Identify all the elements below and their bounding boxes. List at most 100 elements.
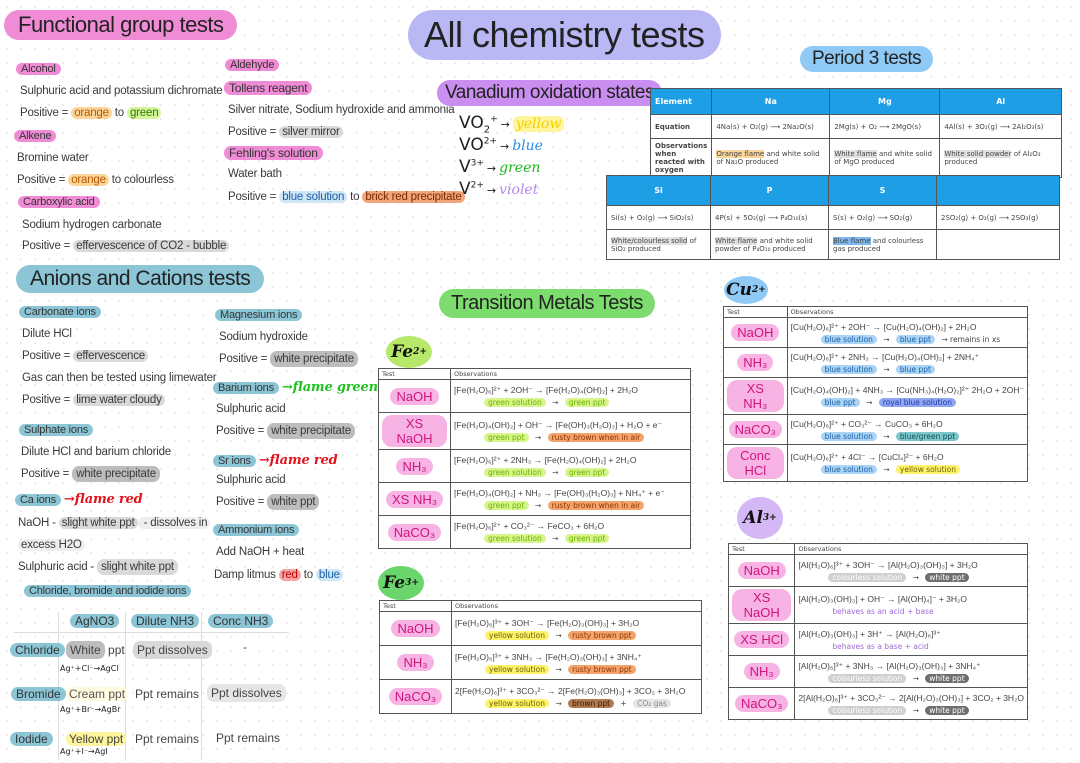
table-row: NH₃ [Fe(H₂O)₆]³⁺ + 3NH₃ → [Fe(H₂O)₃(OH)₃]… — [379, 645, 702, 680]
table-row: NH₃ [Al(H₂O)₆]³⁺ + 3NH₃ → [Al(H₂O)₃(OH)₃]… — [727, 655, 1028, 688]
test-reagent: XS NH₃ — [378, 482, 451, 516]
table-row: XS NaOH [Al(H₂O)₃(OH)₃] + OH⁻ → [Al(OH)₄]… — [727, 586, 1028, 624]
header-observations: Observations — [451, 600, 702, 612]
observation-text: blue solution → blue ppt — [791, 364, 1024, 374]
al3-badge: Al 3+ — [737, 497, 783, 539]
period3-table-1-header: Element Na Mg Al — [649, 88, 1062, 115]
row-iodide: Iodide — [10, 732, 53, 746]
fehlings-label: Fehling's solution — [224, 146, 323, 160]
calcium-flame: →flame red — [63, 492, 143, 507]
period3-title: Period 3 tests — [800, 46, 934, 72]
reaction-equation: [Al(H₂O)₃(OH)₃] + 3H⁺ → [Al(H₂O)₆]³⁺ — [798, 628, 941, 639]
table-row: NaOH [Al(H₂O)₆]³⁺ + 3OH⁻ → [Al(H₂O)₃(OH)₃… — [727, 554, 1028, 587]
table-header: Test Observations — [379, 600, 702, 612]
observation-text: yellow solution → brown ppt + CO₂ gas — [455, 698, 698, 708]
observation-cell: [Fe(H₂O)₆]²⁺ + CO₃²⁻ → FeCO₃ + 6H₂O green… — [450, 515, 691, 549]
halide-col-divider — [58, 612, 59, 760]
observation-text: colourless solution → white ppt — [798, 705, 1024, 715]
anions-cations-title: Anions and Cations tests — [16, 265, 265, 293]
alkene-positive: Positive = orange to colourless — [17, 174, 174, 186]
header-s: S — [828, 175, 937, 206]
equation-row: Equation 4Na(s) + O₂(g) ⟶ 2Na₂O(s) 2Mg(s… — [649, 114, 1062, 139]
reaction-equation: [Al(H₂O)₃(OH)₃] + OH⁻ → [Al(OH)₄]⁻ + 3H₂… — [798, 594, 967, 604]
header-si: Si — [606, 175, 711, 206]
ammonium-label: Ammonium ions — [213, 524, 300, 536]
carbonate-positive-2: Positive = lime water cloudy — [22, 394, 165, 406]
vanadium-state: V3+ → green — [459, 157, 540, 177]
test-reagent: NaCO₃ — [723, 414, 788, 445]
page-title: All chemistry tests — [408, 10, 721, 60]
reaction-equation: [Cu(H₂O)₆]²⁺ + 2OH⁻ → [Cu(H₂O)₄(OH)₂] + … — [790, 321, 977, 332]
reaction-equation: [Cu(H₂O)₄(OH)₂] + 4NH₃ → [Cu(NH₃)₄(H₂O)₂… — [790, 385, 1024, 395]
bromide-conc: Ppt dissolves — [207, 684, 286, 702]
tollens-positive: Positive = silver mirror — [228, 126, 343, 138]
observation-text: green ppt → rusty brown when in air — [454, 433, 687, 442]
carbonate-positive: Positive = effervescence — [22, 350, 148, 362]
vanadium-state: VO2+ → blue — [459, 135, 543, 155]
table-row: NaOH [Fe(H₂O)₆]²⁺ + 2OH⁻ → [Fe(H₂O)₄(OH)₂… — [378, 379, 691, 413]
strontium-flame: →flame red — [258, 453, 338, 468]
table-row: NaCO₃ [Fe(H₂O)₆]²⁺ + CO₃²⁻ → FeCO₃ + 6H₂O… — [378, 515, 691, 549]
tollens-label: Tollens reagent — [224, 81, 313, 95]
table-header: Test Observations — [723, 306, 1029, 318]
table-header: Test Observations — [378, 368, 691, 380]
test-reagent: NaOH — [378, 379, 451, 413]
header-al: Al — [939, 88, 1062, 115]
si-observation: White/colourless solid of SiO₂ produced — [606, 229, 711, 260]
alcohol-reagent: Sulphuric acid and potassium dichromate — [20, 85, 223, 97]
test-reagent: NaCO₃ — [727, 687, 796, 720]
carboxylic-label: Carboxylic acid — [18, 196, 100, 208]
row-bromide: Bromide — [11, 687, 66, 701]
ammonium-reagent: Add NaOH + heat — [216, 546, 305, 558]
cu2-table: Test Observations NaOH [Cu(H₂O)₆]²⁺ + 2OH⁻ … — [723, 306, 1029, 482]
test-reagent: NaOH — [379, 611, 452, 646]
test-reagent: Conc HCl — [723, 444, 788, 482]
table-row: NaOH [Fe(H₂O)₆]³⁺ + 3OH⁻ → [Fe(H₂O)₃(OH)₃… — [379, 611, 702, 646]
observation-text: blue solution → yellow solution — [791, 465, 1024, 474]
test-reagent: XS NH₃ — [723, 377, 788, 415]
observation-cell: [Fe(H₂O)₆]²⁺ + 2NH₃ → [Fe(H₂O)₄(OH)₂] + … — [450, 449, 691, 483]
chloride-equation: Ag⁺+Cl⁻→AgCl — [60, 664, 119, 673]
arrow-icon: → — [486, 184, 497, 197]
tollens-reagent: Silver nitrate, Sodium hydroxide and amm… — [228, 104, 455, 116]
test-reagent: NH₃ — [379, 645, 452, 680]
calcium-naoh-line2: excess H2O — [18, 539, 85, 551]
s-equation: S(s) + O₂(g) ⟶ SO₂(g) — [828, 205, 937, 230]
row-chloride: Chloride — [10, 643, 65, 657]
test-reagent: NH₃ — [723, 347, 788, 378]
observation-cell: [Al(H₂O)₆]³⁺ + 3NH₃ → [Al(H₂O)₃(OH)₃] + … — [794, 655, 1028, 688]
header-p: P — [710, 175, 829, 206]
na-observation: Orange flame and white solid of Na₂O pro… — [711, 138, 831, 178]
col-conc-nh3: Conc NH3 — [208, 614, 274, 628]
iodide-agno3: Yellow ppt — [66, 732, 127, 746]
observation-row: Observations when reacted with oxygen Or… — [649, 138, 1062, 178]
sulphate-label: Sulphate ions — [19, 424, 94, 436]
carboxylic-reagent: Sodium hydrogen carbonate — [22, 219, 162, 231]
observation-cell: [Cu(H₂O)₆]²⁺ + 4Cl⁻ → [CuCl₄]²⁻ + 6H₂O bl… — [786, 444, 1029, 482]
carbonate-label: Carbonate ions — [19, 306, 101, 318]
reaction-equation: [Al(H₂O)₆]³⁺ + 3NH₃ → [Al(H₂O)₃(OH)₃] + … — [798, 660, 981, 671]
table-row: XS NaOH [Fe(H₂O)₄(OH)₂] + OH⁻ → [Fe(OH)₃(… — [378, 412, 691, 450]
header-observations: Observations — [450, 368, 691, 380]
table-row: NaOH [Cu(H₂O)₆]²⁺ + 2OH⁻ → [Cu(H₂O)₄(OH)₂… — [723, 317, 1029, 348]
table-row: NH₃ [Fe(H₂O)₆]²⁺ + 2NH₃ → [Fe(H₂O)₄(OH)₂]… — [378, 449, 691, 483]
observation-text: yellow solution → rusty brown ppt — [455, 664, 698, 674]
period3-table-2: Si P S Si(s) + O₂(g) ⟶ SiO₂(s) 4P(s) + 5… — [606, 175, 1060, 260]
fe2-badge: Fe 2+ — [386, 336, 432, 368]
fe2-table: Test Observations NaOH [Fe(H₂O)₆]²⁺ + 2OH⁻ … — [378, 368, 691, 549]
transition-metals-title: Transition Metals Tests — [439, 289, 655, 318]
observation-cell: [Al(H₂O)₃(OH)₃] + OH⁻ → [Al(OH)₄]⁻ + 3H₂… — [794, 586, 1028, 624]
al3-table: Test Observations NaOH [Al(H₂O)₆]³⁺ + 3OH⁻ … — [727, 543, 1028, 720]
table-row: XS NH₃ [Fe(H₂O)₄(OH)₂] + NH₃ → [Fe(OH)₃(H… — [378, 482, 691, 516]
observation-cell: [Cu(H₂O)₄(OH)₂] + 4NH₃ → [Cu(NH₃)₄(H₂O)₂… — [786, 377, 1029, 415]
sulphate-positive: Positive = white precipitate — [21, 466, 160, 482]
reaction-equation: [Fe(H₂O)₆]²⁺ + 2OH⁻ → [Fe(H₂O)₄(OH)₂] + … — [454, 385, 638, 395]
header-test: Test — [727, 543, 796, 555]
chloride-dilute: Ppt dissolves — [133, 641, 212, 659]
col-agno3: AgNO3 — [70, 614, 120, 628]
carbonate-note: Gas can then be tested using limewater — [22, 372, 217, 384]
al-equation: 4Al(s) + 3O₂(g) ⟶ 2Al₂O₃(s) — [939, 114, 1062, 139]
iodide-dilute: Ppt remains — [135, 732, 200, 746]
magnesium-label: Magnesium ions — [215, 309, 303, 321]
vanadium-state: VO2+ → yellow — [459, 113, 565, 135]
